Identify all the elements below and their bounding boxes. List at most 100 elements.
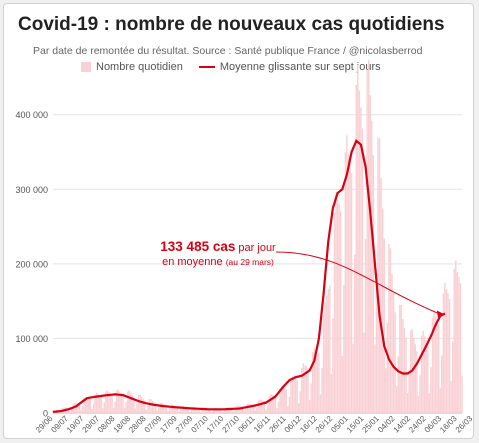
legend-line-swatch <box>198 66 215 68</box>
daily-bar <box>245 408 247 413</box>
daily-bar <box>134 408 137 413</box>
daily-bar <box>80 410 82 413</box>
daily-bar <box>209 408 211 413</box>
daily-bar <box>346 135 348 414</box>
daily-bar <box>430 367 432 413</box>
daily-bar <box>203 407 205 413</box>
daily-bar <box>363 332 365 413</box>
daily-bar <box>249 403 252 413</box>
daily-bar <box>195 407 197 413</box>
daily-bar <box>162 403 165 413</box>
daily-bar <box>371 120 373 413</box>
daily-bar <box>461 375 463 413</box>
daily-bar <box>366 70 368 413</box>
daily-bar <box>204 407 207 413</box>
daily-bar <box>187 407 189 413</box>
daily-bar <box>154 403 157 413</box>
daily-bar <box>299 391 301 413</box>
daily-bar <box>374 344 376 413</box>
daily-bar <box>361 128 364 413</box>
daily-bar <box>176 406 179 413</box>
daily-bar <box>201 410 203 413</box>
daily-bar <box>105 391 107 413</box>
daily-bar <box>428 392 431 413</box>
daily-bar <box>321 367 323 413</box>
daily-bar <box>179 409 182 413</box>
daily-bar <box>367 59 370 414</box>
daily-bar <box>178 411 180 413</box>
daily-bar <box>84 396 87 413</box>
y-tick-label: 400 000 <box>15 110 48 120</box>
daily-bar <box>392 293 395 413</box>
daily-bar <box>347 154 350 413</box>
daily-bar <box>324 301 326 413</box>
daily-bar <box>88 398 90 413</box>
daily-bar <box>150 399 152 413</box>
daily-bar <box>252 404 255 413</box>
daily-bar <box>312 352 314 413</box>
daily-bar <box>153 402 155 413</box>
x-tick-label: 26/03 <box>454 414 475 435</box>
daily-bar <box>350 172 353 413</box>
daily-bar <box>355 84 357 414</box>
x-tick-label: 16/11 <box>252 414 272 434</box>
daily-bar <box>333 212 336 413</box>
daily-bar <box>232 411 235 413</box>
daily-bar <box>380 178 382 413</box>
daily-bar <box>442 293 445 413</box>
daily-bar <box>139 394 141 413</box>
daily-bar <box>313 347 315 413</box>
legend-bars-label: Nombre quotidien <box>96 61 183 73</box>
daily-bar <box>273 395 275 413</box>
daily-bar <box>268 395 270 413</box>
daily-bar <box>266 404 269 413</box>
daily-bar <box>447 293 449 413</box>
daily-bar <box>327 288 329 413</box>
daily-bar <box>385 368 387 413</box>
daily-bar <box>405 337 407 413</box>
daily-bar <box>459 283 462 413</box>
daily-bar <box>128 390 130 413</box>
daily-bar <box>184 406 186 413</box>
daily-bar <box>383 238 385 413</box>
daily-bar <box>215 407 217 413</box>
daily-bar <box>256 407 258 413</box>
daily-bar <box>315 351 317 413</box>
daily-bar <box>316 354 319 413</box>
daily-bar <box>198 408 200 413</box>
x-tick-label: 27/10 <box>221 414 242 435</box>
daily-bar <box>425 339 427 413</box>
daily-bar <box>441 355 443 413</box>
daily-bar <box>422 330 424 413</box>
daily-bar <box>58 412 60 413</box>
daily-bar <box>242 406 244 413</box>
daily-bar <box>364 239 367 413</box>
daily-bar <box>117 389 120 413</box>
daily-bar <box>114 401 116 413</box>
daily-bar <box>175 406 177 413</box>
daily-bar <box>106 390 109 413</box>
daily-bar <box>353 254 356 413</box>
daily-bar <box>274 395 277 413</box>
daily-bar <box>408 370 410 413</box>
daily-bar <box>92 403 95 413</box>
daily-bar <box>388 244 390 413</box>
daily-bar <box>352 343 354 413</box>
daily-bar <box>360 107 362 414</box>
daily-bar <box>358 90 361 413</box>
daily-bar <box>279 388 281 413</box>
daily-bar <box>444 282 446 413</box>
daily-bar <box>423 336 426 413</box>
daily-bar <box>125 402 127 413</box>
daily-bar <box>338 204 340 413</box>
daily-bar <box>75 402 78 413</box>
daily-bar <box>246 403 249 413</box>
daily-bar <box>78 402 81 413</box>
daily-bar <box>330 373 333 413</box>
daily-bar <box>148 399 151 413</box>
daily-bar <box>397 356 399 413</box>
daily-bar <box>112 407 115 413</box>
daily-bar <box>270 394 272 413</box>
daily-bar <box>307 368 309 413</box>
daily-bar <box>98 394 101 413</box>
